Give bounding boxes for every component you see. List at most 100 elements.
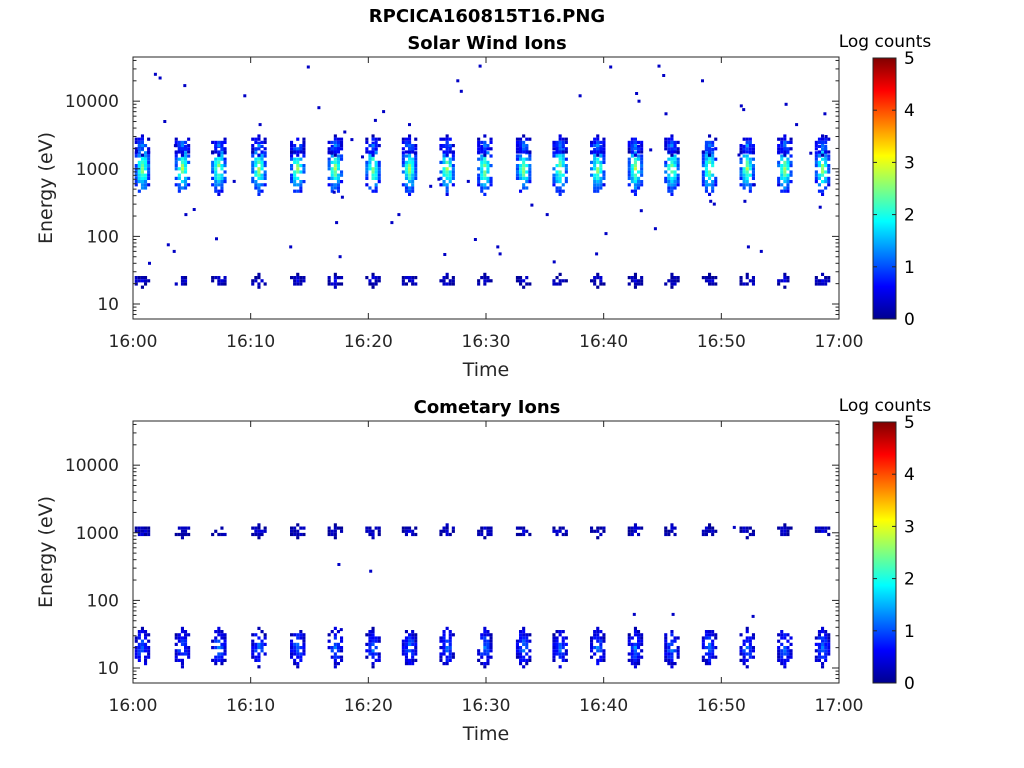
data-point [459, 89, 463, 93]
data-point [649, 148, 653, 152]
data-cell [783, 144, 787, 148]
data-cell [134, 164, 138, 168]
data-cell [365, 655, 369, 659]
data-cell [333, 276, 337, 280]
data-cell [701, 180, 705, 184]
data-cell [824, 649, 828, 653]
data-cell [480, 636, 484, 640]
data-cell [667, 662, 671, 666]
data-cell [515, 167, 519, 171]
data-cell [371, 630, 375, 634]
data-cell [593, 279, 597, 283]
data-cell [637, 180, 641, 184]
data-cell [561, 148, 565, 152]
data-cell [223, 160, 227, 164]
data-cell [489, 529, 493, 533]
data-cell [701, 170, 705, 174]
data-cell [519, 164, 523, 168]
data-cell [483, 140, 487, 144]
data-cell [263, 170, 267, 174]
data-cell [555, 636, 559, 640]
data-cell [340, 646, 344, 650]
data-cell [411, 633, 415, 637]
data-cell [739, 279, 743, 283]
data-cell [667, 642, 671, 646]
data-cell [751, 170, 755, 174]
data-cell [187, 150, 191, 154]
data-cell [217, 626, 221, 630]
data-cell [448, 642, 452, 646]
data-cell [371, 150, 375, 154]
data-cell [714, 137, 718, 141]
data-cell [602, 183, 606, 187]
data-cell [330, 144, 334, 148]
data-cell [676, 140, 680, 144]
data-cell [296, 532, 300, 537]
data-cell [254, 658, 258, 662]
data-cell [522, 285, 526, 289]
data-cell [627, 282, 631, 286]
data-cell [558, 173, 562, 177]
data-cell [817, 154, 821, 158]
data-cell [814, 526, 818, 530]
data-point [258, 123, 262, 127]
data-cell [180, 144, 184, 148]
data-cell [140, 160, 144, 164]
data-cell [340, 529, 344, 533]
data-cell [630, 646, 634, 650]
data-cell [144, 144, 148, 148]
data-cell [483, 170, 487, 174]
data-cell [137, 189, 141, 193]
data-cell [817, 636, 821, 640]
data-cell [664, 633, 668, 637]
data-cell [223, 646, 227, 650]
data-cell [411, 173, 415, 177]
data-cell [667, 157, 671, 161]
data-cell [637, 140, 641, 144]
data-cell [404, 532, 408, 537]
data-cell [525, 164, 529, 168]
data-cell [439, 183, 443, 187]
data-cell [134, 655, 138, 659]
data-cell [439, 639, 443, 643]
data-cell [708, 646, 712, 650]
data-cell [745, 140, 749, 144]
data-cell [333, 153, 337, 157]
data-cell [780, 526, 784, 530]
data-cell [448, 652, 452, 656]
data-cell [414, 176, 418, 180]
data-cell [704, 652, 708, 656]
data-cell [708, 529, 712, 533]
data-cell [147, 176, 151, 180]
colorbar-tick-label: 5 [904, 49, 915, 69]
data-cell [144, 646, 148, 650]
data-cell [414, 167, 418, 171]
data-cell [630, 170, 634, 174]
data-cell [223, 164, 227, 168]
data-cell [817, 282, 821, 286]
data-cell [789, 170, 793, 174]
data-cell [411, 144, 415, 148]
data-cell [821, 279, 825, 283]
data-cell [414, 652, 418, 656]
data-cell [408, 164, 412, 168]
data-cell [525, 639, 529, 643]
data-cell [302, 652, 306, 656]
data-cell [445, 140, 449, 144]
data-cell [290, 655, 294, 659]
data-cell [180, 147, 184, 151]
data-cell [140, 646, 144, 650]
data-cell [254, 137, 258, 141]
data-cell [254, 151, 258, 155]
data-cell [445, 272, 449, 276]
data-point [604, 232, 608, 236]
data-cell [442, 154, 446, 158]
data-cell [786, 276, 790, 280]
data-cell [180, 652, 184, 656]
data-cell [552, 183, 556, 187]
data-cell [633, 665, 637, 669]
data-cell [217, 173, 221, 177]
data-cell [593, 646, 597, 650]
data-cell [477, 658, 481, 662]
data-cell [134, 276, 138, 280]
